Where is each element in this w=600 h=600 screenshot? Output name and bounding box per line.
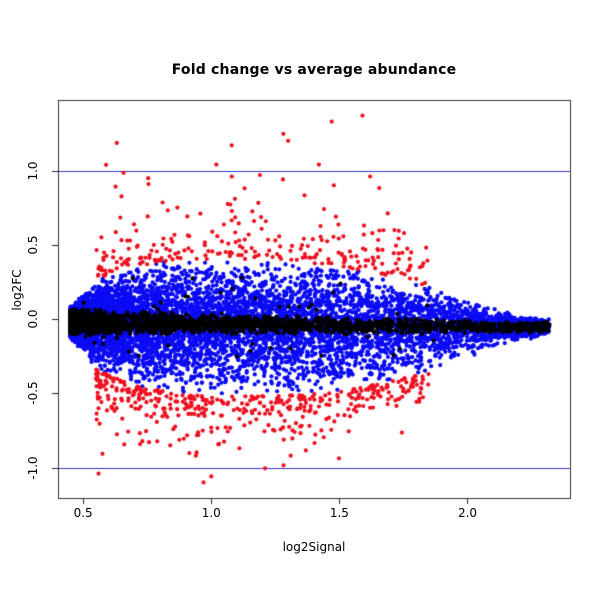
y-tick-label: -1.0 [26, 455, 40, 480]
chart-title: Fold change vs average abundance [171, 62, 457, 78]
x-tick-label: 2.0 [457, 506, 478, 520]
x-tick-label: 0.5 [73, 506, 93, 520]
y-axis-label: log2FC [10, 269, 24, 311]
y-tick-label: 1.0 [26, 160, 40, 181]
x-axis-label: log2Signal [282, 540, 346, 554]
x-tick-label: 1.0 [201, 506, 221, 520]
y-tick-label: -0.5 [26, 381, 40, 406]
y-tick-label: 0.5 [26, 235, 40, 255]
y-tick-label: 0.0 [26, 309, 40, 329]
x-tick-label: 1.5 [329, 506, 349, 520]
